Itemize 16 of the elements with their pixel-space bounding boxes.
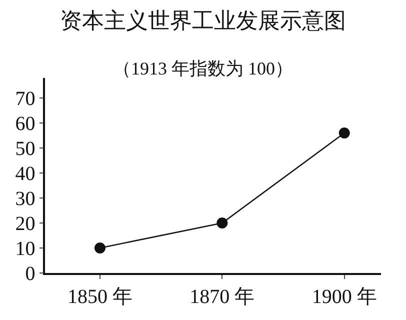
x-tick-label: 1900 年: [312, 286, 377, 308]
point: [338, 128, 350, 138]
x-tick-label: 1850 年: [67, 286, 132, 308]
y-tick-label: 10: [15, 238, 36, 260]
point: [216, 218, 228, 228]
y-tick-label: 30: [15, 188, 36, 210]
chart-subtitle: （1913 年指数为 100）: [113, 58, 293, 79]
y-tick-label: 40: [15, 163, 36, 185]
y-tick-label: 70: [15, 88, 36, 110]
y-tick-label: 0: [25, 263, 36, 285]
point: [94, 242, 106, 254]
y-tick-label: 60: [15, 113, 36, 135]
x-tick-label: 1870 年: [190, 286, 255, 308]
chart-title: 资本主义世界工业发展示意图: [60, 8, 346, 34]
y-tick-label: 20: [15, 213, 36, 235]
y-tick-label: 50: [15, 138, 36, 160]
